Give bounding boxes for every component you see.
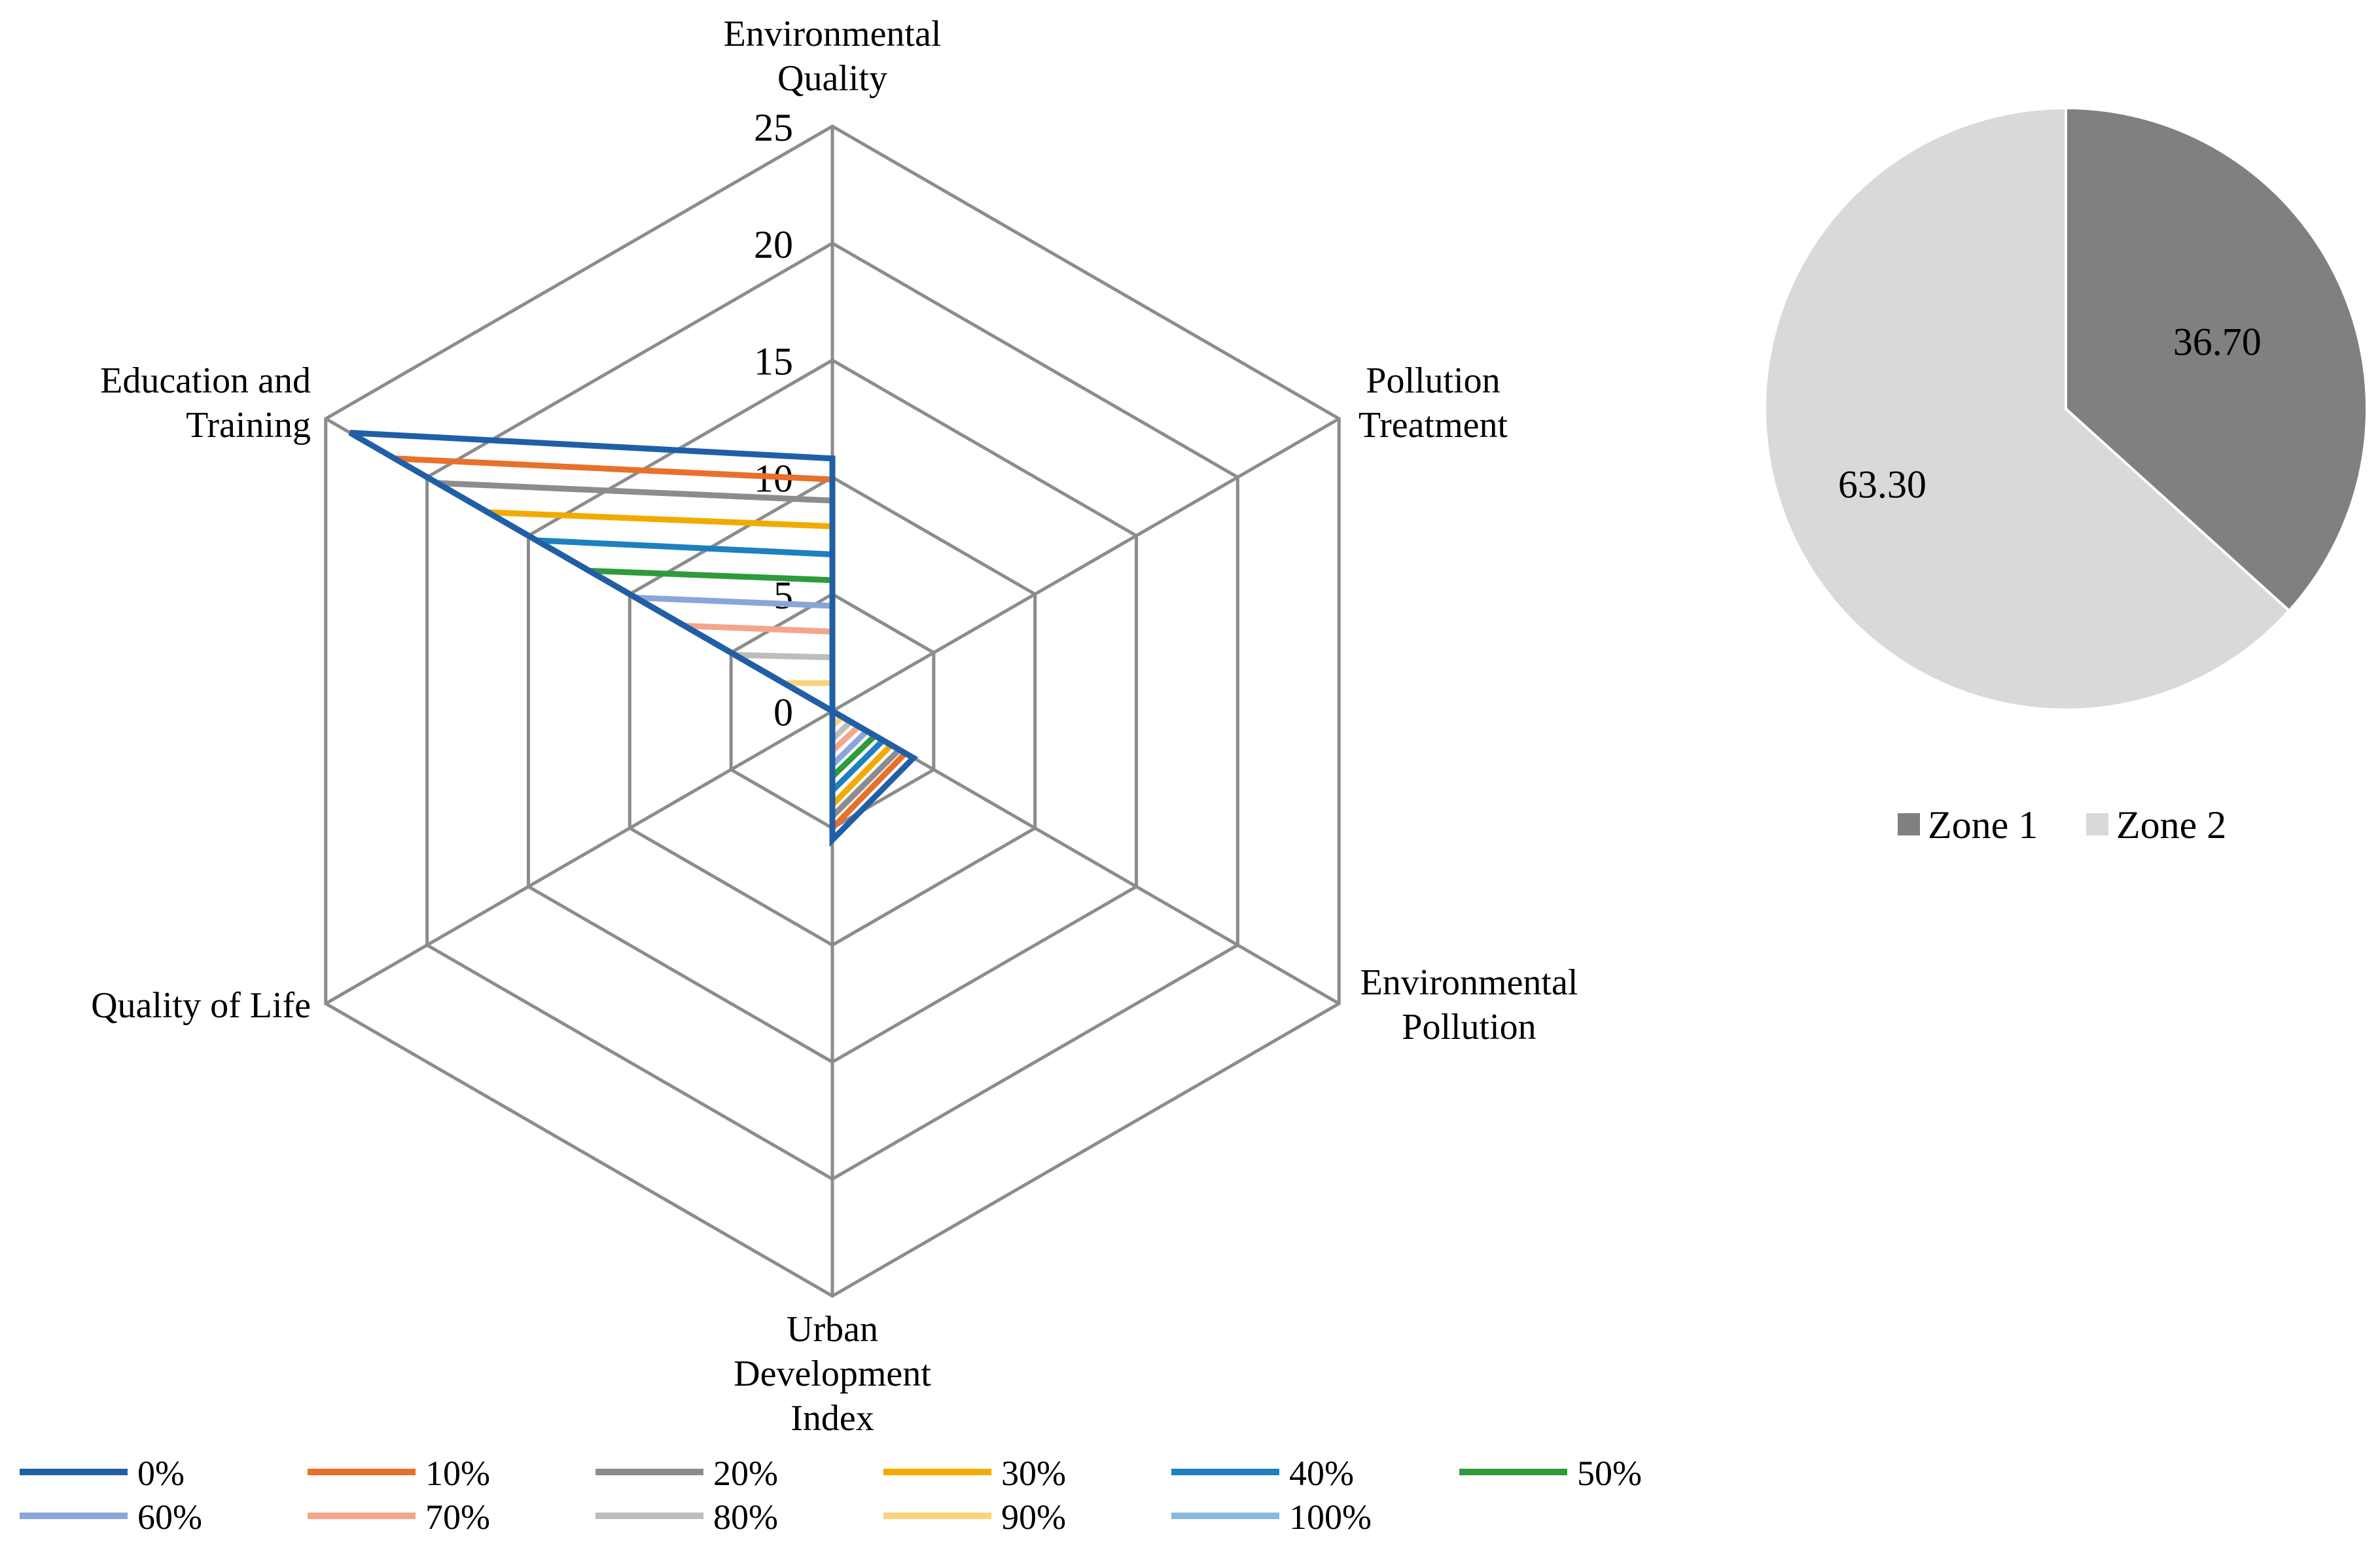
legend-label-90pct: 90%: [1001, 1498, 1066, 1537]
radar-tick-label: 15: [754, 340, 793, 383]
radar-series: [348, 429, 919, 847]
radar-tick-label: 25: [754, 106, 793, 149]
legend-label-30pct: 30%: [1001, 1454, 1066, 1493]
radar-tick-label: 0: [773, 691, 793, 734]
pie-legend-swatch-zone-2: [2086, 813, 2108, 835]
pie-data-label-zone-1: 36.70: [2173, 320, 2262, 363]
legend-label-50pct: 50%: [1577, 1454, 1642, 1493]
legend-label-70pct: 70%: [425, 1498, 490, 1537]
radar-axis-label-3: Environmental Pollution: [1360, 962, 1578, 1047]
pie-legend-swatch-zone-1: [1898, 813, 1920, 835]
legend-label-20pct: 20%: [713, 1454, 778, 1493]
pie-slice-zone-2: [1764, 106, 2292, 711]
pie-chart: 36.70 63.30: [1764, 106, 2368, 711]
legend-label-10pct: 10%: [425, 1454, 490, 1493]
radar-axis-label-4: Urban Development Index: [734, 1309, 931, 1439]
radar-series-0pct: [348, 429, 919, 847]
legend-label-40pct: 40%: [1289, 1454, 1354, 1493]
radar-axis-label-1: Environmental Quality: [724, 14, 942, 99]
radar-axis-label-6: Education and Training: [100, 360, 311, 446]
pie-legend-label-zone-1: Zone 1: [1928, 803, 2038, 847]
radar-spoke-3: [831, 709, 1340, 1006]
radar-tick-label: 20: [754, 223, 793, 266]
pie-slice-zone-1: [2065, 106, 2368, 613]
radar-legend: 0% 10% 20% 30% 40% 50% 60% 70% 80% 90% 100%: [20, 1454, 1642, 1537]
pie-legend-label-zone-2: Zone 2: [2116, 803, 2226, 847]
pie-legend: Zone 1 Zone 2: [1898, 803, 2226, 847]
legend-label-100pct: 100%: [1289, 1498, 1372, 1537]
radar-series-10pct: [393, 455, 910, 835]
radar-axis-labels: Environmental Quality Pollution Treatment En…: [91, 14, 1578, 1439]
radar-axis-label-2: Pollution Treatment: [1359, 360, 1508, 446]
legend-label-0pct: 0%: [137, 1454, 185, 1493]
radar-spoke-2: [831, 417, 1340, 713]
pie-data-label-zone-2: 63.30: [1838, 463, 1927, 506]
radar-spoke-5: [325, 709, 834, 1006]
radar-axis-label-5: Quality of Life: [91, 985, 311, 1026]
legend-label-80pct: 80%: [713, 1498, 778, 1537]
legend-label-60pct: 60%: [137, 1498, 202, 1537]
